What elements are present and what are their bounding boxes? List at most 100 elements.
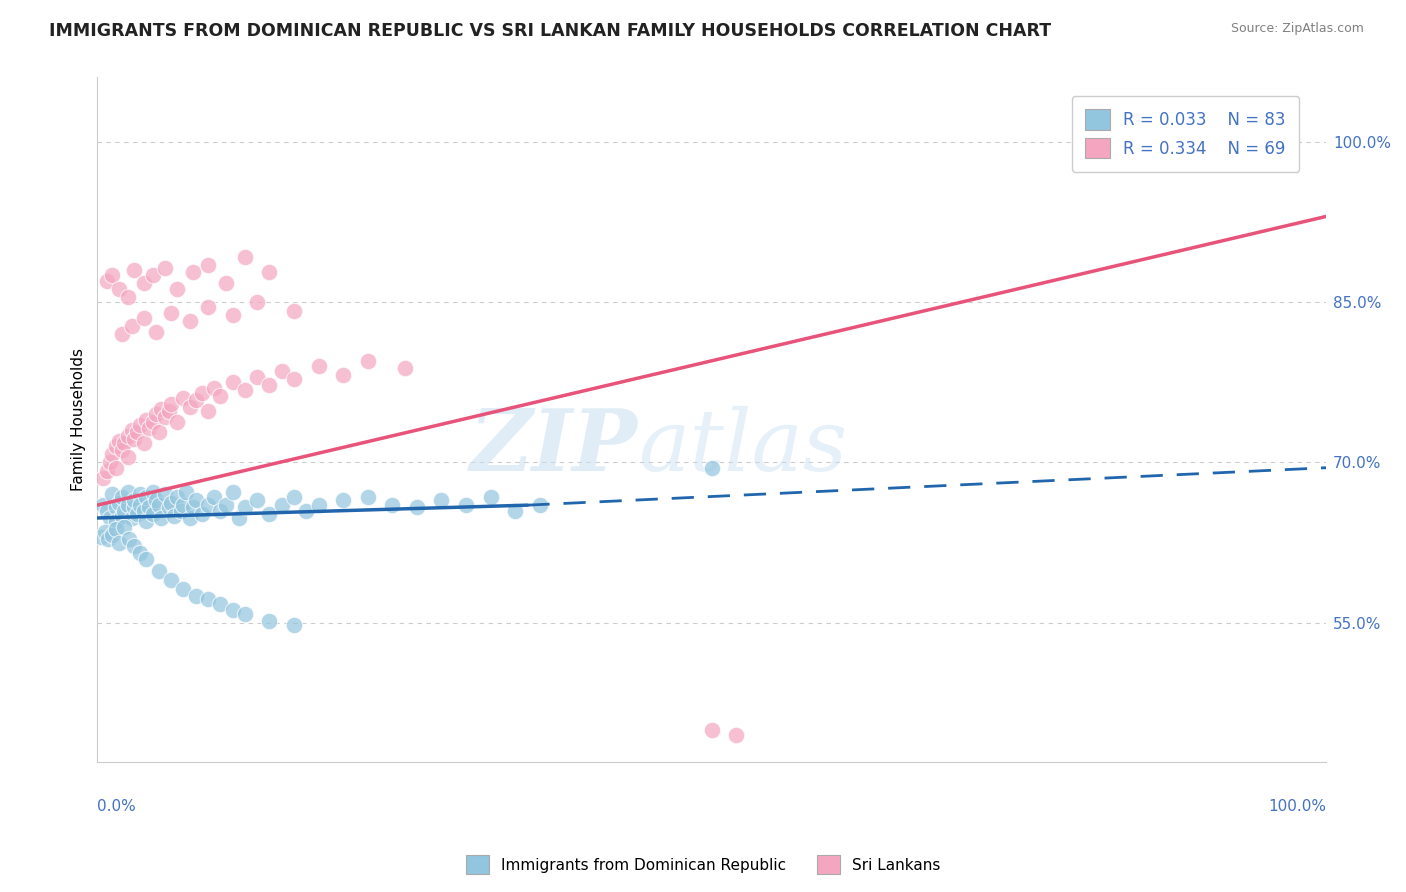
Point (283, 490, 305, 504)
Text: 100.0%: 100.0% (1268, 799, 1326, 814)
Point (125, 425, 148, 440)
Point (111, 508, 134, 523)
Point (101, 268, 124, 283)
Point (172, 498, 194, 512)
Point (117, 428, 139, 442)
Point (104, 460, 127, 475)
Point (148, 565, 170, 579)
Point (122, 500, 145, 515)
Point (111, 327, 134, 342)
Point (246, 295, 269, 310)
Point (142, 485, 165, 500)
Point (215, 276, 238, 290)
Point (700, 460, 723, 475)
Point (215, 498, 238, 512)
Point (93, 498, 115, 512)
Point (148, 425, 170, 440)
Point (111, 490, 134, 504)
Point (209, 389, 232, 403)
Point (104, 500, 127, 515)
Point (233, 607, 256, 622)
Point (108, 282, 131, 296)
Point (356, 490, 378, 504)
Point (97, 533, 120, 547)
Point (90, 530, 112, 544)
Point (283, 618, 305, 632)
Point (160, 496, 183, 510)
Point (129, 417, 152, 432)
Point (202, 490, 225, 504)
Point (117, 450, 139, 464)
Point (246, 369, 269, 384)
Point (145, 407, 167, 421)
Point (145, 492, 167, 507)
Point (332, 368, 354, 382)
Point (259, 378, 281, 392)
Point (181, 500, 204, 515)
Point (117, 290, 139, 304)
Point (135, 514, 157, 528)
Point (132, 503, 155, 517)
Point (503, 503, 526, 517)
Point (725, 728, 748, 742)
Point (221, 375, 243, 389)
Point (118, 533, 141, 547)
Point (153, 410, 176, 425)
Point (221, 603, 243, 617)
Point (184, 393, 207, 408)
Point (179, 314, 201, 328)
Text: 0.0%: 0.0% (97, 799, 136, 814)
Point (101, 487, 124, 501)
Point (111, 442, 134, 457)
Text: IMMIGRANTS FROM DOMINICAN REPUBLIC VS SRI LANKAN FAMILY HOUSEHOLDS CORRELATION C: IMMIGRANTS FROM DOMINICAN REPUBLIC VS SR… (49, 22, 1052, 40)
Point (112, 436, 135, 450)
Point (112, 519, 135, 533)
Point (132, 436, 155, 450)
Point (101, 528, 124, 542)
Point (129, 487, 152, 501)
Point (233, 500, 256, 515)
Point (197, 592, 219, 607)
Point (121, 318, 143, 333)
Point (150, 511, 173, 525)
Point (93, 524, 115, 539)
Point (259, 265, 281, 279)
Point (283, 372, 305, 386)
Point (160, 306, 183, 320)
Point (209, 597, 232, 611)
Point (197, 404, 219, 418)
Point (129, 498, 152, 512)
Point (138, 500, 160, 515)
Point (700, 723, 723, 737)
Point (191, 507, 214, 521)
Point (98, 455, 121, 469)
Point (148, 498, 170, 512)
Point (162, 508, 184, 523)
Point (132, 276, 155, 290)
Point (125, 507, 148, 521)
Point (191, 385, 214, 400)
Point (270, 364, 292, 378)
Point (135, 490, 157, 504)
Point (181, 265, 204, 279)
Point (356, 353, 378, 368)
Legend: R = 0.033    N = 83, R = 0.334    N = 69: R = 0.033 N = 83, R = 0.334 N = 69 (1071, 96, 1299, 171)
Point (209, 503, 232, 517)
Point (142, 268, 165, 283)
Point (394, 361, 416, 376)
Point (295, 503, 318, 517)
Point (197, 301, 219, 315)
Point (160, 396, 183, 410)
Point (308, 359, 330, 373)
Point (529, 498, 551, 512)
Point (179, 511, 201, 525)
Point (283, 303, 305, 318)
Point (129, 546, 152, 560)
Point (332, 492, 354, 507)
Text: ZIP: ZIP (470, 405, 638, 489)
Point (197, 498, 219, 512)
Point (153, 487, 176, 501)
Point (138, 421, 160, 435)
Point (174, 485, 197, 500)
Point (246, 492, 269, 507)
